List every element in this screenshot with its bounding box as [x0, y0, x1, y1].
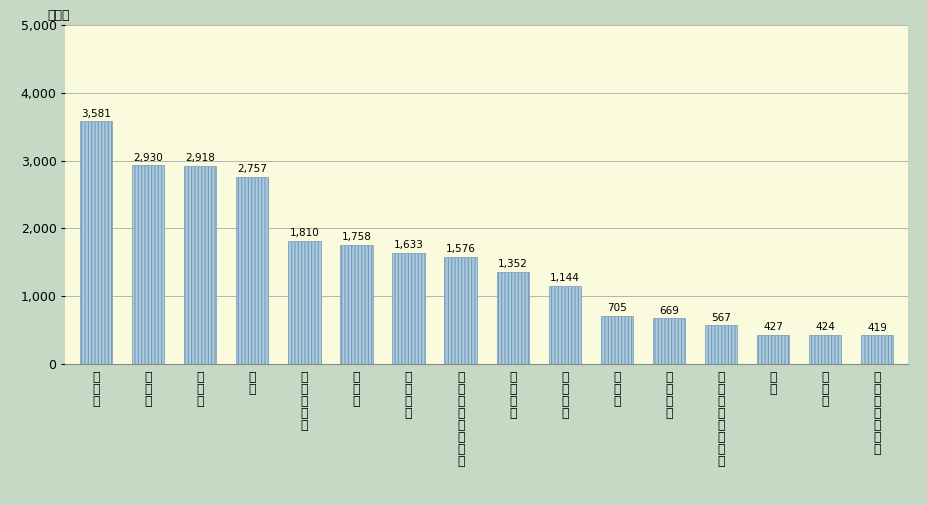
Bar [80, 121, 112, 364]
Bar [497, 272, 528, 364]
Text: 1,352: 1,352 [498, 260, 527, 269]
Text: 1,144: 1,144 [550, 274, 579, 283]
Text: 1,758: 1,758 [341, 232, 372, 242]
Bar [132, 165, 164, 364]
Bar [340, 244, 373, 364]
Text: 1,810: 1,810 [289, 228, 319, 238]
Bar [861, 335, 894, 364]
Bar [809, 335, 842, 364]
Text: 1,576: 1,576 [446, 244, 476, 254]
Text: 2,918: 2,918 [185, 154, 215, 164]
Bar [184, 166, 216, 364]
Bar [549, 286, 581, 364]
Bar [392, 253, 425, 364]
Bar [757, 335, 789, 364]
Bar [236, 177, 269, 364]
Bar [705, 325, 737, 364]
Text: 2,930: 2,930 [133, 153, 163, 163]
Text: 3,581: 3,581 [82, 109, 111, 119]
Text: 424: 424 [815, 322, 835, 332]
Text: 1,633: 1,633 [394, 240, 424, 250]
Text: 419: 419 [868, 323, 887, 332]
Bar [288, 241, 321, 364]
Text: 669: 669 [659, 306, 679, 316]
Text: 427: 427 [763, 322, 783, 332]
Text: 2,757: 2,757 [237, 164, 267, 174]
Bar [601, 316, 633, 364]
Text: （件）: （件） [47, 9, 70, 22]
Bar [445, 257, 476, 364]
Text: 705: 705 [607, 303, 627, 313]
Text: 567: 567 [711, 313, 730, 323]
Bar [653, 318, 685, 364]
